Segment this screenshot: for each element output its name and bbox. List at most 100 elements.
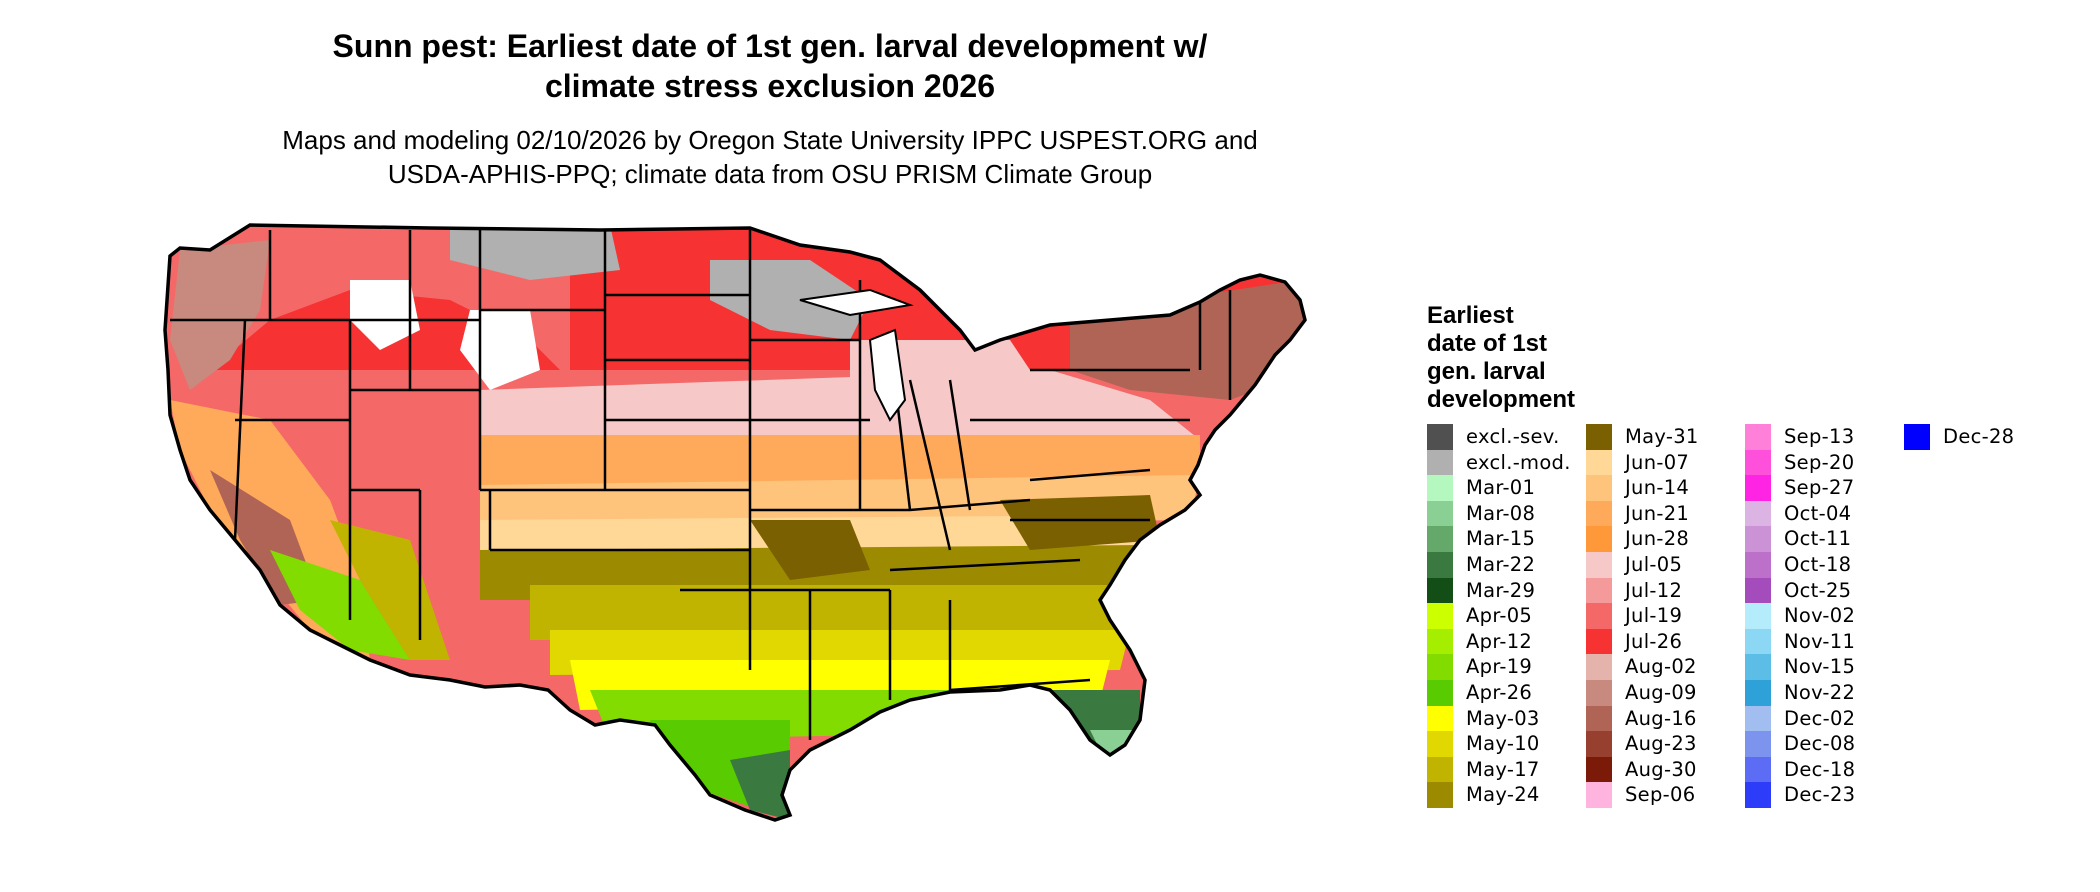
legend-swatch	[1427, 731, 1453, 758]
legend-label: Jun-21	[1625, 501, 1690, 525]
legend-label: Mar-29	[1466, 578, 1536, 602]
legend-swatch	[1586, 577, 1612, 604]
legend-label: Jul-05	[1625, 553, 1683, 576]
legend-swatch	[1427, 475, 1453, 502]
legend-label: Nov-15	[1784, 655, 1856, 679]
legend-label: Mar-01	[1466, 476, 1536, 500]
legend-label: Aug-30	[1625, 757, 1697, 781]
us-map	[163, 223, 1307, 822]
map-subtitle-line-1: Maps and modeling 02/10/2026 by Oregon S…	[282, 125, 1258, 155]
legend-label: Sep-06	[1625, 783, 1696, 807]
legend-swatch	[1745, 705, 1771, 732]
legend-label: May-31	[1625, 425, 1699, 448]
legend-label: Sep-27	[1784, 476, 1855, 500]
legend-label: excl.-sev.	[1466, 425, 1560, 448]
legend-swatch	[1745, 475, 1771, 502]
legend-swatch	[1427, 705, 1453, 732]
legend-swatch	[1427, 782, 1453, 809]
legend-swatch	[1586, 552, 1612, 578]
legend-swatch	[1745, 782, 1771, 809]
legend-swatch	[1745, 424, 1771, 450]
legend-label: Aug-23	[1625, 732, 1697, 756]
legend-label: Aug-02	[1625, 655, 1697, 679]
legend-label: Apr-05	[1466, 604, 1533, 628]
legend-swatch	[1586, 731, 1612, 758]
legend-label: May-24	[1466, 783, 1540, 807]
legend-swatch	[1427, 424, 1453, 450]
legend-label: Oct-11	[1784, 527, 1852, 551]
legend-swatch	[1427, 577, 1453, 604]
legend-swatch	[1427, 756, 1453, 783]
legend-swatch	[1745, 449, 1771, 476]
legend-label: Sep-20	[1784, 450, 1855, 474]
legend-label: Mar-15	[1466, 527, 1536, 551]
legend-title-line: Earliest	[1427, 302, 1514, 329]
legend-label: Nov-02	[1784, 604, 1856, 628]
legend-swatch	[1745, 628, 1771, 655]
legend-label: Jun-14	[1625, 476, 1690, 500]
legend-label: Jul-26	[1625, 629, 1683, 653]
legend-label: Jun-07	[1625, 450, 1690, 474]
legend-swatch	[1586, 475, 1612, 502]
legend-swatch	[1745, 603, 1771, 630]
legend-swatch	[1586, 680, 1612, 706]
legend-swatch	[1586, 526, 1612, 553]
legend-label: Aug-09	[1625, 681, 1697, 704]
legend-label: Apr-19	[1466, 655, 1533, 679]
legend-swatch	[1427, 449, 1453, 476]
legend-label: Jun-28	[1625, 527, 1690, 551]
legend-label: Dec-23	[1784, 783, 1856, 807]
legend-swatch	[1427, 526, 1453, 553]
legend-swatch	[1586, 705, 1612, 732]
legend-swatch	[1745, 526, 1771, 553]
legend-swatch	[1745, 731, 1771, 758]
legend-label: May-17	[1466, 757, 1540, 781]
map-title-line-2: climate stress exclusion 2026	[544, 68, 996, 104]
legend-label: Nov-22	[1784, 681, 1856, 704]
legend-swatch	[1427, 628, 1453, 655]
legend-swatch	[1427, 552, 1453, 578]
legend-label: Nov-11	[1784, 629, 1856, 653]
legend-swatch	[1586, 500, 1612, 527]
legend-label: May-10	[1466, 732, 1540, 756]
legend-swatch	[1427, 680, 1453, 706]
legend-label: Dec-02	[1784, 706, 1856, 730]
legend-label: Dec-18	[1784, 757, 1856, 781]
legend-label: excl.-mod.	[1466, 450, 1571, 474]
legend-label: Oct-18	[1784, 553, 1852, 576]
legend-swatch	[1586, 756, 1612, 783]
map-title: Sunn pest: Earliest date of 1st gen. lar…	[180, 26, 1360, 106]
legend-swatch	[1745, 552, 1771, 578]
legend-swatch	[1745, 680, 1771, 706]
legend-label: Mar-08	[1466, 501, 1536, 525]
legend-swatch	[1745, 577, 1771, 604]
legend-label: Apr-12	[1466, 629, 1533, 653]
legend-swatch	[1745, 654, 1771, 681]
legend-swatch	[1586, 782, 1612, 809]
legend-swatch	[1745, 500, 1771, 527]
legend-title-line: gen. larval	[1427, 358, 1546, 385]
lake-superior	[799, 288, 914, 317]
map-subtitle-line-2: USDA-APHIS-PPQ; climate data from OSU PR…	[387, 159, 1153, 189]
legend-label: May-03	[1466, 706, 1540, 730]
legend-label: Jul-19	[1625, 604, 1683, 628]
legend-label: Oct-25	[1784, 578, 1852, 602]
legend-swatch	[1427, 500, 1453, 527]
legend-title-line: development	[1427, 386, 1576, 413]
map-title-line-1: Sunn pest: Earliest date of 1st gen. lar…	[332, 28, 1208, 64]
legend-label: Jul-12	[1625, 578, 1683, 602]
legend-swatch	[1586, 628, 1612, 655]
legend-label: Dec-28	[1943, 425, 2015, 448]
legend-label: Aug-16	[1625, 706, 1697, 730]
legend-swatch	[1586, 603, 1612, 630]
legend-swatch	[1745, 756, 1771, 783]
legend-swatch	[1586, 424, 1612, 450]
legend-swatch	[1904, 424, 1930, 450]
legend-label: Apr-26	[1466, 681, 1533, 704]
legend-label: Mar-22	[1466, 553, 1536, 576]
legend-swatch	[1427, 603, 1453, 630]
legend-title: Earliest date of 1st gen. larval develop…	[1427, 302, 1575, 414]
legend-swatch	[1586, 449, 1612, 476]
legend-label: Dec-08	[1784, 732, 1856, 756]
legend-label: Oct-04	[1784, 501, 1852, 525]
